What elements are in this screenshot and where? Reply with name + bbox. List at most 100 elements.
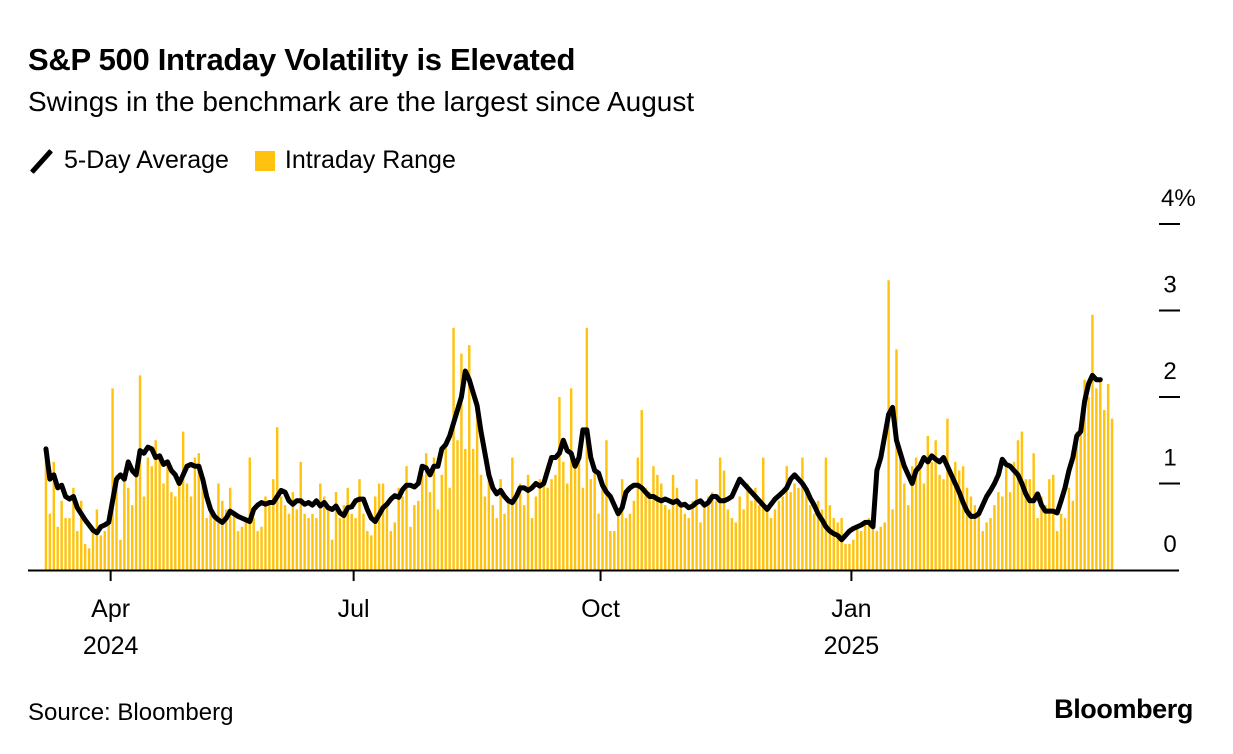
intraday-range-bar [542, 483, 545, 570]
intraday-range-bar [1075, 431, 1078, 570]
intraday-range-bar [914, 457, 918, 570]
intraday-range-bar [836, 522, 839, 570]
intraday-range-bar [667, 509, 671, 570]
intraday-range-bar [930, 461, 933, 571]
intraday-range-bar [891, 509, 894, 570]
intraday-range-bar [648, 492, 651, 570]
intraday-range-bar [558, 397, 561, 570]
intraday-range-bar [1032, 453, 1035, 570]
intraday-range-bar [127, 487, 130, 570]
intraday-range-bar [323, 496, 326, 570]
intraday-range-bar [377, 483, 381, 570]
intraday-range-bar [260, 526, 263, 570]
intraday-range-bar [950, 479, 953, 570]
intraday-range-bar [777, 500, 781, 570]
intraday-range-bar [130, 505, 134, 571]
intraday-range-bar [1063, 518, 1067, 570]
intraday-range-bar [613, 531, 616, 570]
intraday-range-bar [993, 505, 996, 571]
intraday-range-bar [593, 466, 596, 570]
intraday-range-bar [1071, 500, 1075, 570]
intraday-range-bar [373, 496, 377, 570]
intraday-range-bar [225, 509, 228, 570]
intraday-range-bar [538, 479, 542, 570]
intraday-range-bar [354, 518, 357, 570]
y-tick-label: 3 [1163, 272, 1176, 299]
intraday-range-bar [91, 526, 95, 570]
intraday-range-bar [201, 483, 204, 570]
intraday-range-bar [1091, 314, 1094, 570]
intraday-range-bar [824, 457, 828, 570]
intraday-range-bar [440, 474, 444, 570]
intraday-range-bar [393, 522, 396, 570]
intraday-range-bar [938, 474, 941, 570]
intraday-range-bar [1020, 431, 1024, 570]
intraday-range-bar [946, 418, 949, 571]
intraday-range-bar [934, 440, 937, 570]
intraday-range-bar [985, 522, 988, 570]
intraday-range-bar [252, 518, 255, 570]
intraday-range-bar [142, 496, 146, 570]
intraday-range-bar [738, 496, 741, 570]
intraday-range-bar [910, 466, 914, 570]
intraday-range-bar [48, 513, 52, 570]
intraday-range-bar [119, 539, 122, 570]
intraday-range-bar [515, 496, 518, 570]
intraday-range-bar [1095, 388, 1098, 570]
intraday-range-bar [1083, 379, 1086, 570]
intraday-range-bar [765, 505, 769, 571]
intraday-range-bar [762, 457, 765, 570]
intraday-range-bar [597, 513, 600, 570]
intraday-range-bar [973, 505, 977, 571]
intraday-range-bar [589, 479, 592, 570]
intraday-range-bar [421, 474, 424, 570]
intraday-range-bar [52, 461, 56, 571]
intraday-range-bar [107, 522, 110, 570]
intraday-range-bar [581, 487, 585, 570]
intraday-range-bar [291, 492, 295, 570]
intraday-range-bar [918, 461, 922, 571]
intraday-range-bar [879, 526, 883, 570]
intraday-range-bar [1079, 422, 1082, 570]
intraday-range-bar [240, 526, 244, 570]
intraday-range-bar [436, 509, 440, 570]
intraday-range-bar [954, 461, 957, 571]
intraday-range-bar [315, 518, 318, 570]
intraday-range-bar [471, 448, 475, 570]
intraday-range-bar [503, 513, 506, 570]
intraday-range-bar [80, 500, 83, 570]
intraday-range-bar [922, 483, 926, 570]
intraday-range-bar [816, 500, 820, 570]
intraday-range-bar [432, 457, 436, 570]
intraday-range-bar [875, 531, 879, 570]
intraday-range-bar [789, 492, 792, 570]
intraday-range-bar [389, 531, 393, 570]
intraday-range-bar [907, 505, 910, 571]
x-tick-label: Jan [831, 595, 871, 623]
intraday-range-bar [550, 479, 553, 570]
intraday-range-bar [236, 531, 240, 570]
intraday-range-bar [605, 440, 608, 570]
intraday-range-bar [828, 505, 832, 571]
intraday-range-bar [448, 487, 451, 570]
five-day-average-line [43, 368, 1103, 543]
intraday-range-bar [287, 513, 291, 570]
intraday-range-bar [507, 500, 510, 570]
x-tick-year-label: 2025 [824, 632, 880, 660]
intraday-range-bar [495, 518, 498, 570]
intraday-range-bar [730, 518, 734, 570]
intraday-range-bar [397, 487, 400, 570]
intraday-range-bar [319, 483, 322, 570]
intraday-range-bar [671, 474, 675, 570]
intraday-range-bar [632, 500, 636, 570]
intraday-range-bar [601, 487, 604, 570]
intraday-range-bar [636, 457, 640, 570]
intraday-range-bar [981, 531, 984, 570]
intraday-range-bar [1016, 440, 1020, 570]
intraday-range-bar [722, 470, 726, 570]
intraday-range-bar [60, 500, 63, 570]
intraday-range-bar [675, 487, 679, 570]
intraday-range-bar [209, 505, 212, 571]
intraday-range-bar [957, 470, 961, 570]
intraday-range-bar [1044, 505, 1047, 571]
